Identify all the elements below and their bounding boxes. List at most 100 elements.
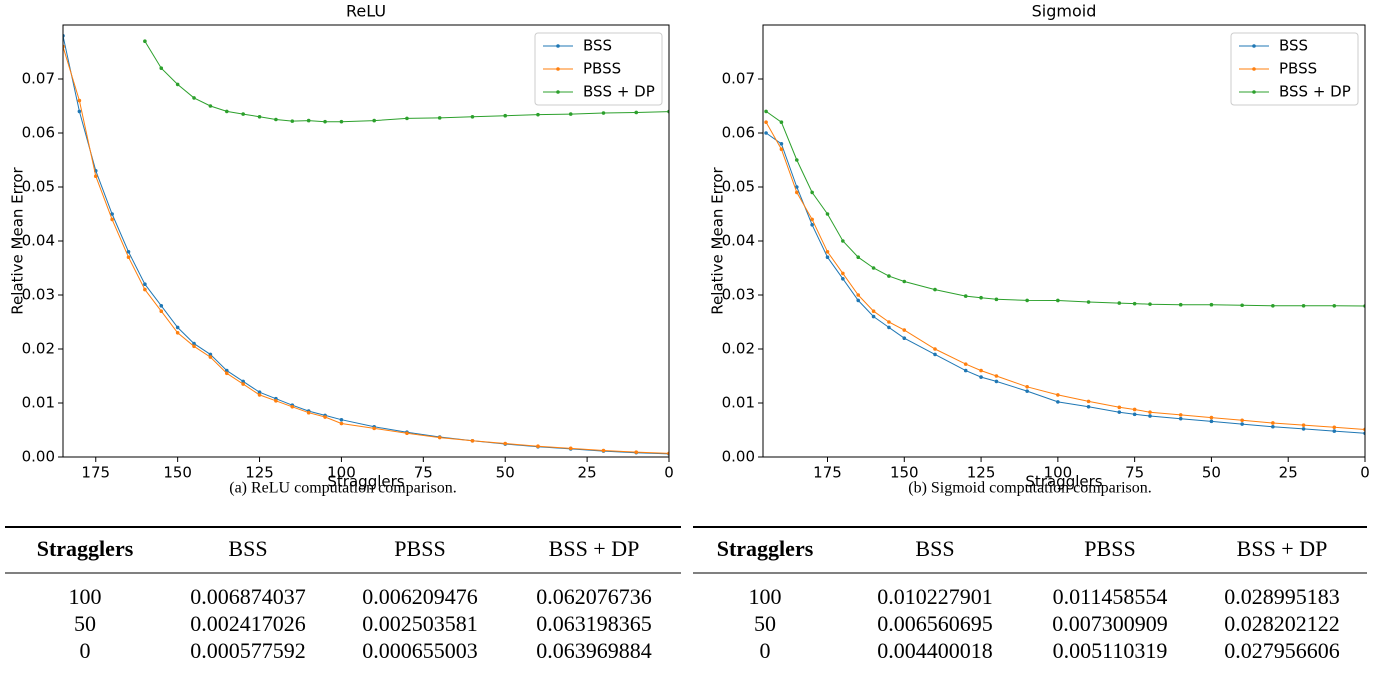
data-point [1148, 410, 1152, 414]
data-point [902, 328, 907, 332]
data-point [1086, 404, 1091, 409]
data-point [634, 110, 639, 115]
data-point [1240, 303, 1244, 308]
series-line [765, 110, 1365, 307]
y-tick-label: 0.01 [722, 394, 755, 412]
data-point [159, 304, 164, 308]
data-point [323, 415, 327, 419]
data-point [1301, 304, 1306, 308]
legend-marker [556, 90, 560, 94]
data-point [825, 255, 830, 259]
table-cell: 0.028202122 [1224, 611, 1340, 636]
y-tick-label: 0.03 [722, 286, 755, 304]
data-point [810, 217, 814, 222]
data-point [208, 104, 213, 108]
x-tick-label: 175 [813, 464, 842, 482]
data-point [437, 435, 442, 440]
data-point [470, 439, 475, 443]
data-point [568, 112, 573, 116]
data-point [143, 282, 147, 287]
table-header: BSS + DP [549, 536, 640, 561]
data-point [274, 117, 278, 122]
plot-frame [62, 24, 670, 458]
data-point [933, 347, 937, 351]
x-axis-label: Stragglers [327, 473, 404, 491]
y-tick-label: 0.02 [722, 340, 755, 358]
chart-title: ReLU [346, 2, 386, 21]
table-cell: 0.028995183 [1224, 584, 1340, 609]
data-point [1025, 389, 1029, 393]
data-point [175, 331, 180, 335]
y-tick-label: 0.04 [22, 232, 55, 250]
data-point [224, 109, 229, 114]
series-line [765, 121, 1365, 430]
table-cell: 0.007300909 [1052, 611, 1168, 636]
data-point [963, 368, 968, 373]
data-point [601, 448, 606, 453]
series-line [765, 132, 1365, 434]
table-cell: 0.006874037 [190, 584, 306, 609]
y-tick-label: 0.06 [22, 124, 55, 142]
data-point [825, 250, 830, 254]
data-point [159, 66, 164, 70]
table-cell: 100 [69, 584, 102, 609]
data-point [224, 368, 229, 373]
data-point [779, 147, 784, 151]
data-point [856, 298, 861, 303]
y-axis-label: Relative Mean Error [9, 166, 27, 314]
data-point [1148, 414, 1152, 418]
data-point [887, 320, 891, 324]
data-point [77, 109, 82, 114]
data-point [1332, 429, 1337, 433]
data-point [126, 255, 131, 259]
x-tick-label: 175 [81, 464, 110, 482]
x-tick-label: 0 [1360, 464, 1370, 482]
data-point [241, 379, 245, 384]
data-point [241, 112, 245, 116]
y-axis-label: Relative Mean Error [709, 166, 727, 314]
series-line [63, 46, 669, 454]
legend-label: PBSS [1279, 60, 1317, 78]
table-header: PBSS [1084, 536, 1135, 561]
data-point [794, 158, 799, 162]
data-point [856, 293, 861, 297]
data-point [794, 190, 799, 195]
data-point [192, 96, 196, 100]
y-tick-label: 0.05 [722, 178, 755, 196]
y-tick-label: 0.02 [22, 340, 55, 358]
legend-marker [1252, 67, 1256, 71]
data-point [1301, 423, 1306, 427]
data-point [77, 98, 82, 103]
data-point [93, 174, 98, 178]
data-point [405, 116, 409, 121]
table-header: Stragglers [717, 536, 814, 561]
data-point [764, 120, 768, 124]
y-tick-label: 0.00 [722, 448, 755, 466]
data-point [994, 379, 999, 384]
table-cell: 0.002503581 [362, 611, 478, 636]
data-point [306, 410, 311, 415]
legend-marker [1252, 90, 1256, 94]
x-tick-label: 150 [163, 464, 192, 482]
data-point [601, 111, 606, 115]
data-point [634, 450, 639, 454]
data-point [1332, 425, 1337, 430]
data-point [503, 113, 508, 118]
data-point [1178, 413, 1183, 417]
data-point [1025, 298, 1029, 303]
data-point [871, 266, 876, 270]
data-point [779, 120, 784, 124]
y-tick-label: 0.07 [722, 70, 755, 88]
table-cell: 0.010227901 [877, 584, 993, 609]
data-point [1056, 400, 1060, 404]
table-cell: 0.000577592 [190, 638, 306, 663]
data-point [887, 274, 891, 278]
data-point [1056, 298, 1060, 303]
x-tick-label: 25 [1279, 464, 1298, 482]
x-tick-label: 0 [664, 464, 674, 482]
data-point [1178, 302, 1183, 307]
data-point [902, 279, 907, 284]
legend-label: BSS [1279, 37, 1308, 55]
data-point [887, 325, 891, 330]
